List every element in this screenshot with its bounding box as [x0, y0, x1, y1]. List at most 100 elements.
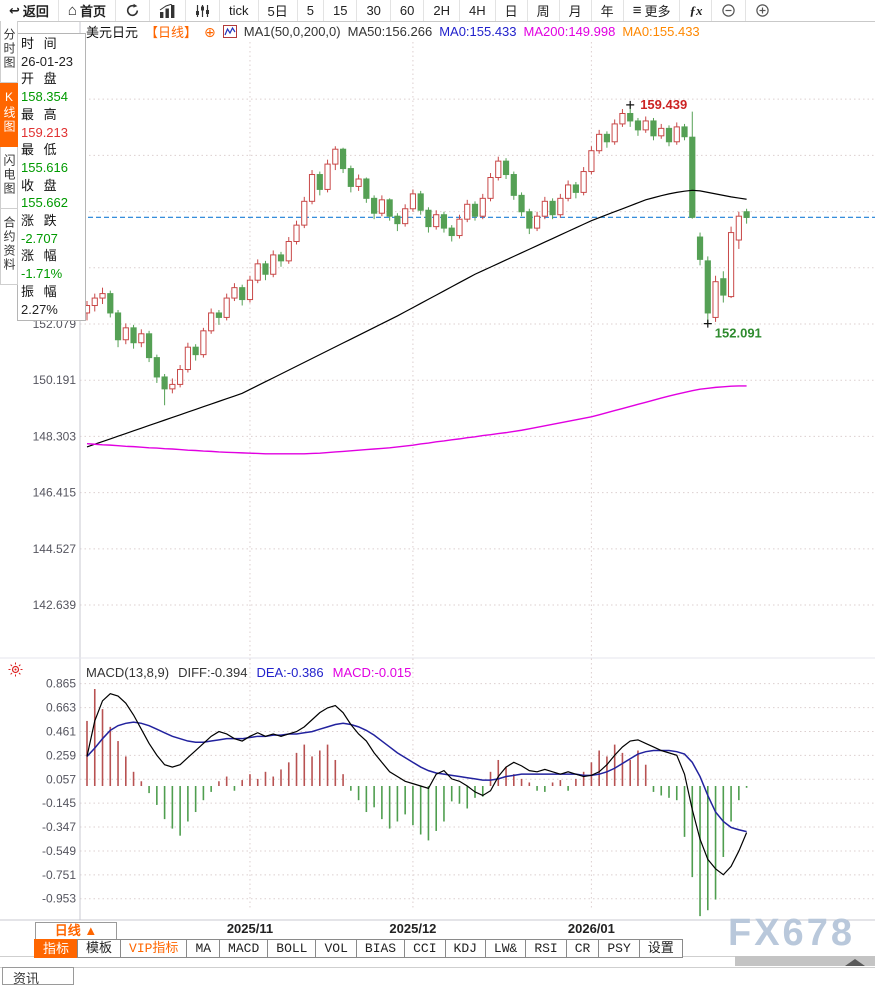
info-value-high: 159.213 [21, 124, 68, 140]
grid-layer: 159.631157.743155.855153.967152.079150.1… [0, 21, 875, 921]
ma200-value: MA200:149.998 [523, 24, 616, 39]
more-button[interactable]: ≡ 更多 [624, 0, 681, 21]
tab-settings[interactable]: 设置 [638, 939, 683, 958]
tab-macd[interactable]: MACD [219, 939, 269, 958]
zoom-out-button[interactable] [712, 0, 747, 21]
period-5d-button[interactable]: 5日 [259, 0, 298, 21]
sliders-icon [196, 4, 209, 17]
info-value-time: 26-01-23 [21, 53, 74, 69]
back-arrow-icon: ↩ [9, 2, 20, 18]
svg-text:0.461: 0.461 [46, 724, 76, 738]
macd-diff-line [86, 693, 748, 876]
period-2h-button[interactable]: 2H [424, 0, 460, 21]
tab-vol[interactable]: VOL [315, 939, 357, 958]
crosshair-info-panel: 时 间 26-01-23 开 盘 158.354 最 高 159.213 最 低… [17, 33, 86, 322]
side-tab-kline-chart[interactable]: K线图 [0, 83, 18, 147]
macd-diff-value: DIFF:-0.394 [178, 665, 248, 680]
info-value-change-pct: -1.71% [21, 266, 63, 282]
annotations: 159.439 152.091 [626, 97, 762, 341]
x-axis-labels: 2025/11 2025/12 2026/01 [227, 921, 615, 936]
ma50-value: MA50:156.266 [347, 24, 433, 39]
candles-layer [83, 104, 750, 406]
period-day-button[interactable]: 日 [496, 0, 528, 21]
svg-text:-0.751: -0.751 [42, 868, 76, 882]
svg-text:0.057: 0.057 [46, 772, 76, 786]
tab-cci[interactable]: CCI [404, 939, 446, 958]
svg-text:-0.953: -0.953 [42, 892, 76, 906]
info-value-close: 155.662 [21, 195, 68, 211]
info-value-open: 158.354 [21, 89, 68, 105]
macd-header: MACD(13,8,9) DIFF:-0.394 DEA:-0.386 MACD… [86, 665, 411, 680]
side-tab-time-chart[interactable]: 分时图 [0, 21, 18, 83]
zoom-out-icon [722, 4, 736, 17]
ma0-orange-value: MA0:155.433 [622, 24, 700, 39]
macd-dea-value: DEA:-0.386 [256, 665, 324, 680]
svg-text:144.527: 144.527 [33, 542, 77, 556]
svg-text:2025/12: 2025/12 [389, 921, 436, 936]
macd-title: MACD(13,8,9) [86, 665, 170, 680]
home-button[interactable]: ⌂ 首页 [59, 0, 116, 21]
period-selector-button[interactable]: 日线 ▲ [35, 922, 117, 940]
zoom-in-button[interactable] [746, 0, 779, 21]
info-label-high: 最 高 [21, 106, 60, 122]
svg-text:152.091: 152.091 [715, 326, 762, 341]
tab-indicator[interactable]: 指标 [34, 939, 79, 958]
bar-chart-icon [159, 3, 175, 18]
side-tab-contract-info[interactable]: 合约资料 [0, 209, 18, 285]
tab-ma[interactable]: MA [186, 939, 221, 958]
news-tab[interactable]: 资讯 [2, 967, 74, 986]
svg-text:142.639: 142.639 [33, 598, 77, 612]
svg-text:150.191: 150.191 [33, 373, 77, 387]
horizontal-scrollbar-thumb[interactable] [735, 956, 875, 966]
period-30m-button[interactable]: 30 [357, 0, 391, 21]
back-button[interactable]: ↩ 返回 [0, 0, 59, 21]
tab-bias[interactable]: BIAS [355, 939, 406, 958]
indicator-tabbar: 指标 模板 VIP指标 MA MACD BOLL VOL BIAS CCI KD… [34, 939, 683, 958]
period-15m-button[interactable]: 15 [324, 0, 358, 21]
info-label-change-pct: 涨 幅 [21, 248, 60, 264]
period-year-button[interactable]: 年 [592, 0, 624, 21]
period-5m-button[interactable]: 5 [298, 0, 324, 21]
period-month-button[interactable]: 月 [560, 0, 592, 21]
tab-kdj[interactable]: KDJ [444, 939, 486, 958]
period-tick-button[interactable]: tick [220, 0, 259, 21]
info-label-change: 涨 跌 [21, 213, 60, 229]
side-tab-flash-chart[interactable]: 闪电图 [0, 147, 18, 209]
macd-dea-line [86, 721, 747, 833]
svg-text:2026/01: 2026/01 [568, 921, 615, 936]
info-label-amplitude: 振 幅 [21, 283, 60, 299]
menu-icon: ≡ [632, 2, 642, 19]
home-icon: ⌂ [67, 2, 77, 19]
period-60m-button[interactable]: 60 [391, 0, 425, 21]
fx-formula-button[interactable]: ƒx [680, 0, 713, 21]
tab-cr[interactable]: CR [565, 939, 600, 958]
svg-text:-0.549: -0.549 [42, 844, 76, 858]
tab-lw[interactable]: LW& [484, 939, 527, 958]
macd-value: MACD:-0.015 [332, 665, 412, 680]
svg-text:-0.347: -0.347 [42, 820, 76, 834]
info-label-close: 收 盘 [21, 177, 60, 193]
tab-rsi[interactable]: RSI [525, 939, 567, 958]
fx-icon: ƒx [689, 2, 703, 18]
period-4h-button[interactable]: 4H [460, 0, 496, 21]
chart-style-button[interactable] [150, 0, 186, 21]
tab-template[interactable]: 模板 [77, 939, 122, 958]
indicator-settings-button[interactable] [186, 0, 220, 21]
info-value-amplitude: 2.27% [21, 301, 58, 317]
indicator-settings-sun[interactable] [8, 662, 23, 682]
refresh-button[interactable] [116, 0, 150, 21]
info-label-low: 最 低 [21, 142, 60, 158]
svg-text:2025/11: 2025/11 [227, 921, 273, 936]
collapse-panel-arrow[interactable] [845, 959, 865, 966]
period-label: 【日线】 [145, 25, 198, 40]
period-week-button[interactable]: 周 [528, 0, 560, 21]
svg-text:0.663: 0.663 [46, 701, 76, 715]
sun-icon [8, 662, 23, 677]
info-label-open: 开 盘 [21, 71, 60, 87]
tab-vip-indicator[interactable]: VIP指标 [120, 939, 188, 958]
symbol-name: 美元日元 [86, 25, 139, 40]
tab-boll[interactable]: BOLL [267, 939, 317, 958]
add-to-watchlist-icon[interactable]: ⊕ [204, 23, 216, 40]
tab-psy[interactable]: PSY [598, 939, 640, 958]
